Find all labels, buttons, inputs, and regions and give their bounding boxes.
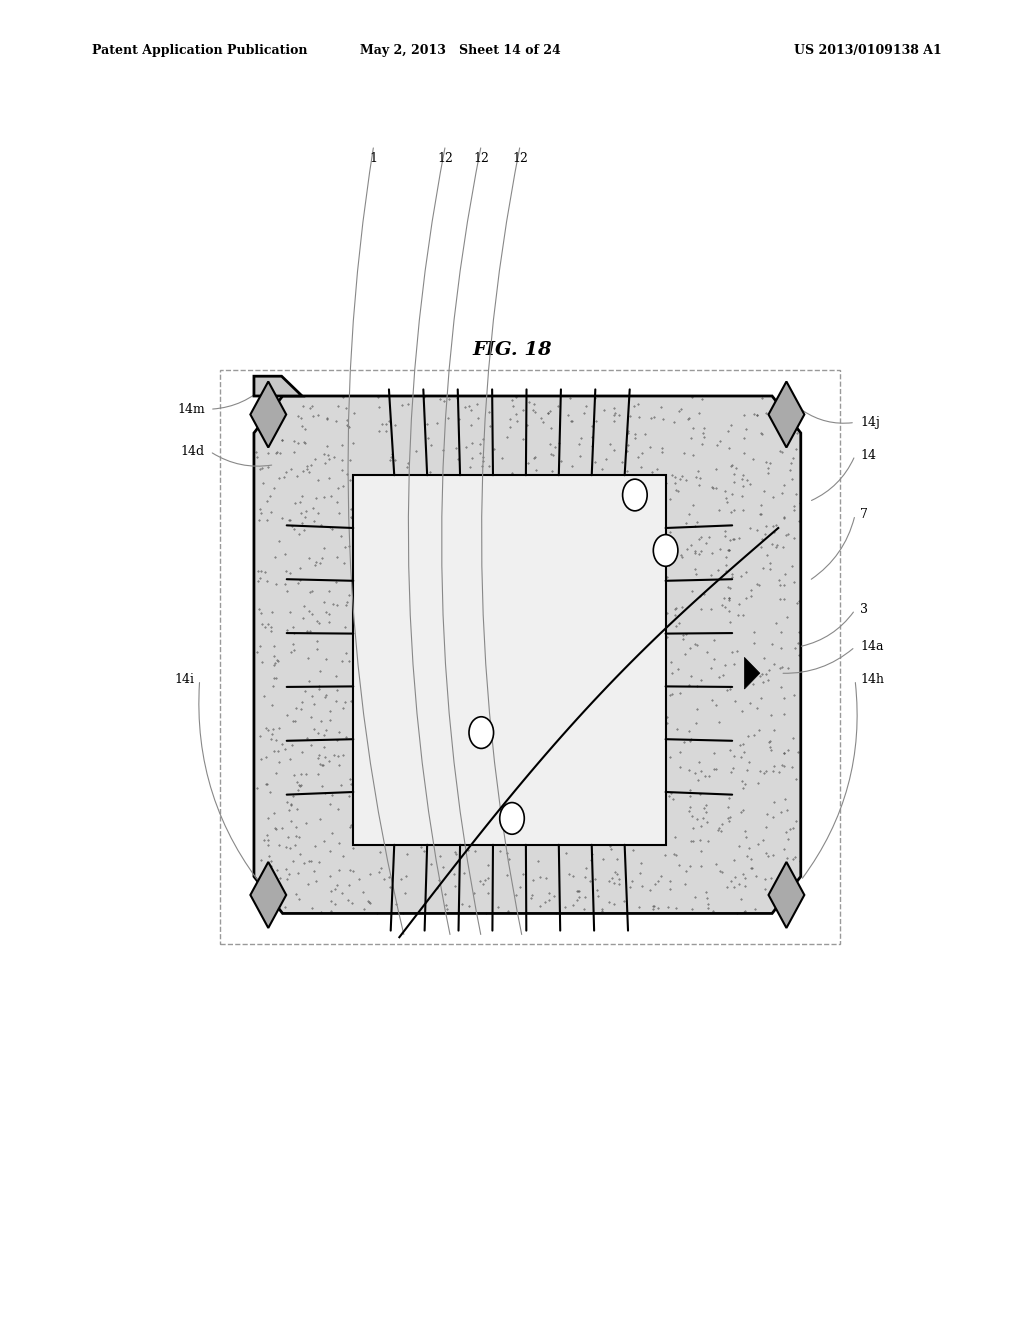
Text: 12: 12 xyxy=(512,152,528,165)
Polygon shape xyxy=(254,396,801,913)
Text: 14: 14 xyxy=(860,449,877,462)
Text: 14a: 14a xyxy=(860,640,884,653)
Polygon shape xyxy=(251,862,287,928)
Text: FIG. 18: FIG. 18 xyxy=(472,341,552,359)
Text: Patent Application Publication: Patent Application Publication xyxy=(92,44,307,57)
Text: 3: 3 xyxy=(860,603,868,616)
Text: 12: 12 xyxy=(437,152,454,165)
Circle shape xyxy=(469,717,494,748)
Polygon shape xyxy=(744,657,760,689)
Text: 1: 1 xyxy=(370,152,378,165)
Text: 7: 7 xyxy=(860,508,868,521)
Polygon shape xyxy=(768,862,805,928)
Text: 14i: 14i xyxy=(174,673,195,686)
Circle shape xyxy=(623,479,647,511)
FancyBboxPatch shape xyxy=(353,475,666,845)
Text: US 2013/0109138 A1: US 2013/0109138 A1 xyxy=(795,44,942,57)
Polygon shape xyxy=(768,381,805,447)
Text: May 2, 2013   Sheet 14 of 24: May 2, 2013 Sheet 14 of 24 xyxy=(360,44,561,57)
Text: 12: 12 xyxy=(473,152,489,165)
Polygon shape xyxy=(251,381,287,447)
Text: 14j: 14j xyxy=(860,416,880,429)
Polygon shape xyxy=(254,376,302,396)
Text: 14d: 14d xyxy=(180,445,205,458)
Text: 14h: 14h xyxy=(860,673,884,686)
Circle shape xyxy=(500,803,524,834)
Text: 14m: 14m xyxy=(177,403,205,416)
Circle shape xyxy=(653,535,678,566)
